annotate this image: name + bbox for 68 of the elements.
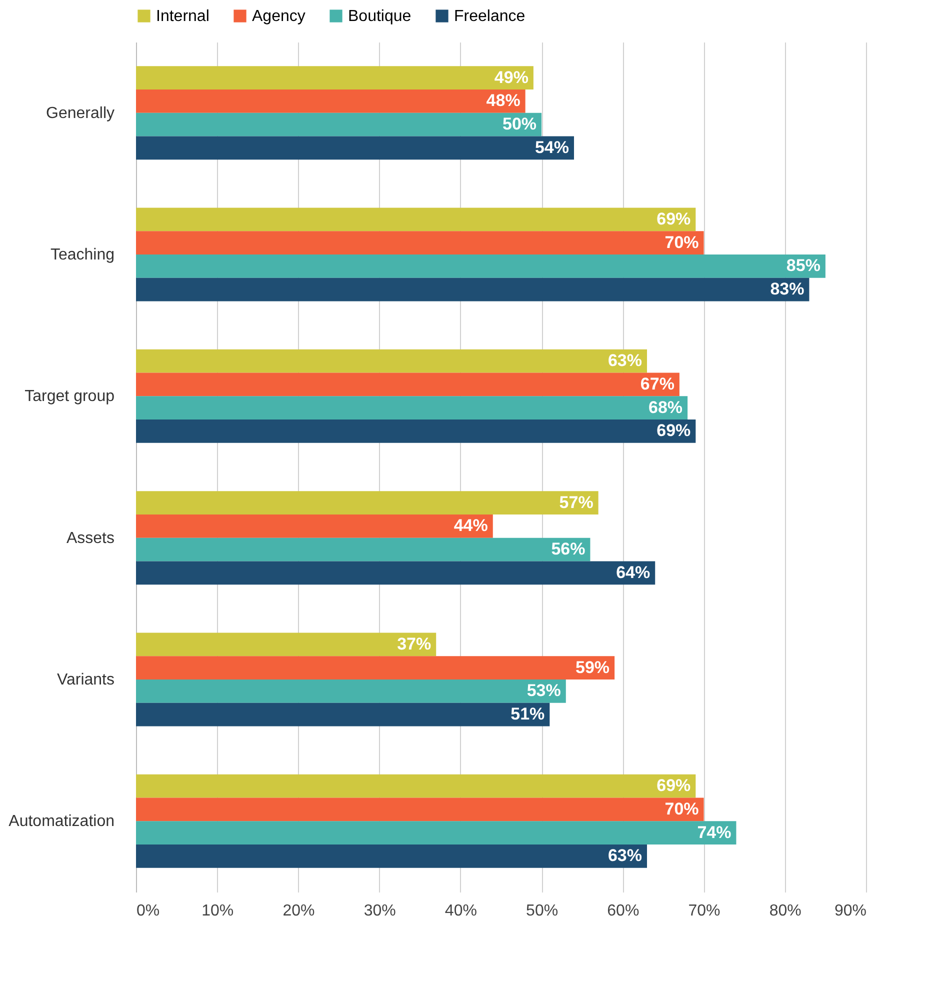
- bar: [136, 538, 590, 562]
- x-tick-label: 40%: [444, 902, 477, 920]
- data-label: 44%: [454, 516, 488, 536]
- data-label: 69%: [656, 421, 691, 440]
- bar: [136, 208, 696, 232]
- legend-label: Freelance: [454, 8, 526, 25]
- bar: [136, 514, 493, 538]
- data-label: 63%: [608, 351, 642, 370]
- y-tick-label: Automatization: [8, 813, 114, 830]
- x-tick-label: 80%: [769, 902, 802, 920]
- bar: [136, 491, 598, 514]
- data-label: 51%: [510, 704, 545, 724]
- data-label: 50%: [502, 114, 537, 134]
- bar: [136, 656, 615, 680]
- data-label: 49%: [494, 68, 528, 87]
- data-label: 68%: [648, 398, 683, 417]
- bar: [136, 136, 574, 160]
- y-tick-label: Target group: [24, 388, 115, 406]
- y-tick-label: Generally: [46, 104, 114, 122]
- data-label: 48%: [486, 91, 520, 110]
- x-tick-label: 20%: [282, 902, 315, 920]
- data-label: 53%: [526, 681, 561, 700]
- bar: [136, 632, 436, 656]
- bar: [136, 89, 526, 113]
- bar: [136, 112, 542, 136]
- x-tick-label: 50%: [526, 902, 558, 920]
- bar: [136, 821, 736, 845]
- data-label: 57%: [559, 492, 594, 512]
- x-tick-label: 30%: [364, 902, 396, 920]
- data-label: 59%: [576, 658, 610, 677]
- legend-label: Internal: [156, 8, 210, 25]
- data-label: 54%: [534, 138, 569, 157]
- data-label: 56%: [551, 540, 586, 559]
- bar: [136, 349, 647, 373]
- data-label: 70%: [664, 799, 699, 818]
- legend-label: Boutique: [348, 8, 412, 25]
- y-tick-label: Assets: [66, 530, 114, 547]
- data-label: 69%: [656, 209, 691, 228]
- x-tick-label: 70%: [688, 902, 720, 920]
- y-tick-label: Variants: [56, 672, 114, 688]
- data-label: 63%: [608, 846, 642, 866]
- x-tick-label: 90%: [834, 902, 866, 920]
- legend-label: Agency: [252, 8, 306, 25]
- x-tick-label: 60%: [607, 902, 640, 920]
- y-tick-label: Teaching: [50, 246, 114, 264]
- bar: [136, 372, 680, 396]
- bar: [136, 798, 704, 822]
- bar: [136, 231, 704, 254]
- x-tick-label: 0%: [136, 902, 160, 920]
- bar: [136, 254, 826, 278]
- bar: [136, 702, 550, 726]
- data-label: 69%: [656, 776, 691, 796]
- bar: [136, 844, 647, 868]
- data-label: 64%: [616, 562, 650, 582]
- data-label: 67%: [640, 374, 674, 394]
- data-label: 70%: [664, 232, 699, 252]
- data-label: 85%: [786, 256, 820, 276]
- data-label: 83%: [770, 280, 804, 299]
- data-label: 37%: [397, 634, 432, 654]
- bar: [136, 774, 696, 798]
- bar: [136, 420, 696, 443]
- bar: [136, 278, 810, 302]
- bar: [136, 561, 656, 585]
- bar: [136, 396, 688, 420]
- x-tick-label: 10%: [202, 902, 234, 920]
- bar: [136, 680, 566, 703]
- data-label: 74%: [697, 822, 732, 842]
- bar: [136, 66, 534, 90]
